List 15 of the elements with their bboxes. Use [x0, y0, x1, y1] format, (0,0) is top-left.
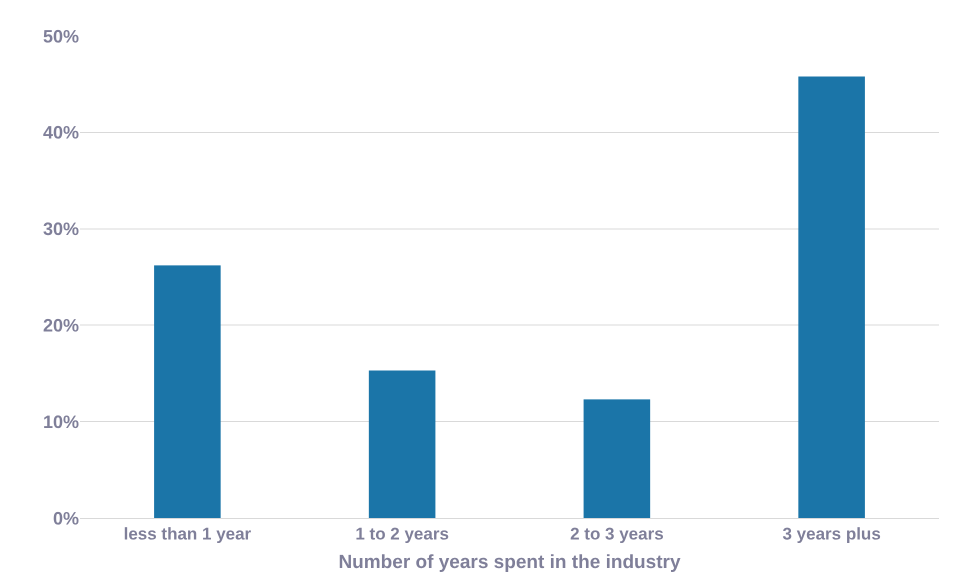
- y-tick-label: 40%: [42, 122, 79, 143]
- y-tick-label: 30%: [42, 219, 79, 240]
- y-tick-label: 20%: [42, 316, 79, 336]
- bar: [154, 265, 221, 518]
- y-tick-label: 50%: [42, 26, 79, 46]
- bar: [368, 370, 436, 518]
- y-tick-label: 10%: [42, 412, 79, 432]
- x-tick-label: 3 years plus: [782, 524, 881, 544]
- bar: [798, 76, 865, 518]
- x-tick-label: 2 to 3 years: [570, 524, 664, 544]
- bar: [584, 399, 650, 518]
- x-tick-label: 1 to 2 years: [355, 524, 449, 544]
- y-tick-label: 0%: [52, 508, 79, 528]
- x-axis-title: Number of years spent in the industry: [338, 552, 681, 574]
- x-tick-label: less than 1 year: [124, 524, 252, 544]
